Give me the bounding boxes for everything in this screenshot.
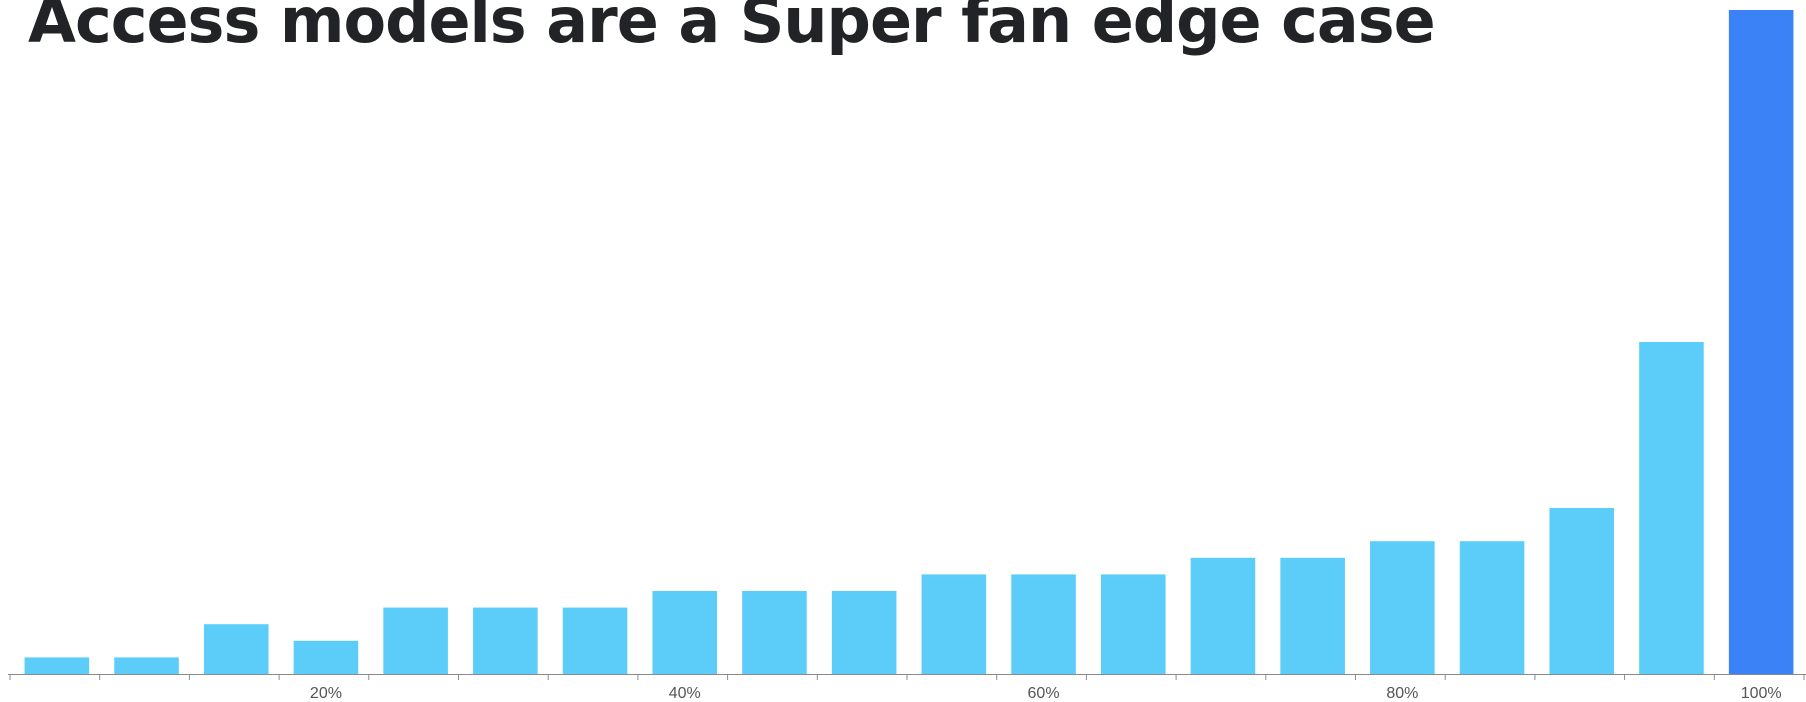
bar-50pct [831, 591, 897, 674]
bar-75pct [1280, 557, 1345, 674]
bar-30pct [473, 607, 538, 674]
x-tick-label-20pct: 20% [310, 685, 342, 702]
bar-85pct [1459, 541, 1525, 674]
x-tick-label-40pct: 40% [669, 685, 701, 702]
bar-5pct [24, 657, 90, 674]
bar-group [24, 10, 1794, 674]
x-tick-label-100pct: 100% [1741, 685, 1782, 702]
bar-35pct [562, 607, 628, 674]
bar-100pct [1728, 10, 1794, 674]
bar-60pct [1011, 574, 1076, 674]
x-tick-label-60pct: 60% [1028, 685, 1060, 702]
chart-title: Access models are a Super fan edge case [28, 0, 1436, 57]
bar-10pct [114, 657, 179, 674]
bar-20pct [293, 640, 359, 674]
bar-90pct [1549, 508, 1615, 674]
bar-80pct [1370, 541, 1435, 674]
bar-55pct [921, 574, 987, 674]
bar-95pct [1639, 342, 1704, 674]
bar-40pct [652, 591, 718, 674]
bar-25pct [383, 607, 448, 674]
bar-65pct [1100, 574, 1166, 674]
x-tick-label-80pct: 80% [1386, 685, 1418, 702]
bar-70pct [1190, 557, 1256, 674]
bar-45pct [742, 591, 807, 674]
x-axis-tick-labels: 20% 40% 60% 80% 100% [310, 685, 1782, 702]
x-axis-ticks [9, 674, 1805, 680]
bar-15pct [203, 624, 269, 674]
